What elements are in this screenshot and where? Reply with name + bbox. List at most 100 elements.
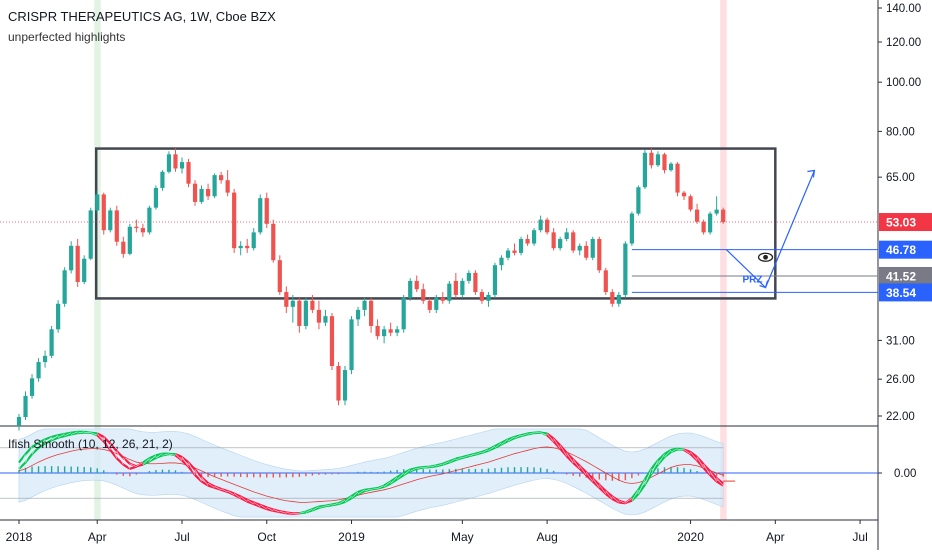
candle[interactable] (108, 208, 112, 233)
candle[interactable] (499, 255, 503, 270)
candle[interactable] (356, 307, 360, 326)
candle[interactable] (630, 212, 634, 246)
candle[interactable] (239, 241, 243, 255)
candle[interactable] (382, 326, 386, 343)
last-price-tag[interactable]: 53.03 (879, 213, 932, 231)
candle[interactable] (473, 270, 477, 295)
candle[interactable] (63, 267, 67, 307)
candle[interactable] (141, 224, 145, 237)
candle[interactable] (460, 278, 464, 298)
candle[interactable] (682, 191, 686, 200)
candle[interactable] (258, 194, 262, 234)
candle[interactable] (336, 362, 340, 405)
candle[interactable] (702, 220, 706, 235)
candle[interactable] (17, 414, 21, 430)
candle[interactable] (160, 170, 164, 191)
candle[interactable] (519, 237, 523, 256)
candle[interactable] (232, 189, 236, 253)
candle[interactable] (656, 151, 660, 167)
candle[interactable] (525, 235, 529, 246)
candle[interactable] (271, 220, 275, 263)
candle[interactable] (662, 153, 666, 174)
candle[interactable] (715, 196, 719, 215)
eye-icon[interactable] (759, 253, 773, 261)
candle[interactable] (180, 157, 184, 173)
candle[interactable] (278, 255, 282, 295)
candle[interactable] (206, 184, 210, 200)
candle[interactable] (480, 289, 484, 304)
candle[interactable] (167, 151, 171, 173)
level-price-tag[interactable]: 46.78 (879, 241, 932, 259)
candle[interactable] (441, 292, 445, 304)
candle[interactable] (173, 148, 177, 172)
candle[interactable] (636, 185, 640, 215)
candle[interactable] (558, 237, 562, 251)
candle[interactable] (447, 281, 451, 304)
candle[interactable] (643, 150, 647, 189)
candle[interactable] (89, 208, 93, 261)
candle[interactable] (121, 237, 125, 258)
candle[interactable] (578, 244, 582, 256)
candle[interactable] (297, 298, 301, 333)
candle[interactable] (82, 255, 86, 284)
level-price-tag[interactable]: 41.52 (879, 267, 932, 285)
candle[interactable] (317, 301, 321, 330)
candle[interactable] (552, 228, 556, 250)
candle[interactable] (36, 358, 40, 382)
candle[interactable] (415, 276, 419, 293)
candle[interactable] (219, 172, 223, 184)
candle[interactable] (486, 292, 490, 307)
candle[interactable] (408, 278, 412, 301)
candle[interactable] (23, 391, 27, 420)
candle[interactable] (245, 239, 249, 253)
candle[interactable] (402, 295, 406, 333)
candle[interactable] (304, 298, 308, 329)
candle[interactable] (252, 228, 256, 250)
candle[interactable] (721, 208, 725, 224)
candle[interactable] (454, 273, 458, 298)
candle[interactable] (428, 298, 432, 313)
candle[interactable] (323, 310, 327, 326)
candle[interactable] (343, 366, 347, 405)
candle[interactable] (43, 351, 47, 368)
candle[interactable] (617, 292, 621, 307)
candle[interactable] (688, 194, 692, 211)
candle[interactable] (330, 313, 334, 370)
candle[interactable] (610, 289, 614, 307)
candle[interactable] (349, 316, 353, 374)
candle[interactable] (199, 185, 203, 203)
candle[interactable] (649, 148, 653, 168)
candle[interactable] (69, 241, 73, 273)
candle[interactable] (421, 284, 425, 304)
candle[interactable] (147, 206, 151, 235)
candle[interactable] (56, 300, 60, 333)
candle[interactable] (604, 268, 608, 295)
candle[interactable] (467, 270, 471, 283)
candle[interactable] (102, 193, 106, 235)
candle[interactable] (213, 173, 217, 198)
candle[interactable] (265, 193, 269, 228)
candle[interactable] (376, 319, 380, 339)
candle[interactable] (115, 206, 119, 246)
candle[interactable] (623, 241, 627, 298)
projection-path[interactable] (726, 170, 814, 287)
candle[interactable] (512, 244, 516, 256)
candle[interactable] (389, 323, 393, 337)
candle[interactable] (362, 298, 366, 316)
candle[interactable] (532, 228, 536, 246)
candle[interactable] (128, 224, 132, 255)
candle[interactable] (186, 159, 190, 187)
candle[interactable] (571, 230, 575, 253)
candle[interactable] (395, 326, 399, 336)
candle[interactable] (675, 162, 679, 196)
candle[interactable] (76, 239, 80, 287)
candle[interactable] (493, 263, 497, 298)
candle[interactable] (591, 237, 595, 260)
candle[interactable] (506, 248, 510, 260)
candle[interactable] (154, 185, 158, 209)
level-price-tag[interactable]: 38.54 (879, 283, 932, 301)
candle[interactable] (369, 298, 373, 333)
candle[interactable] (597, 237, 601, 273)
candle[interactable] (284, 286, 288, 313)
